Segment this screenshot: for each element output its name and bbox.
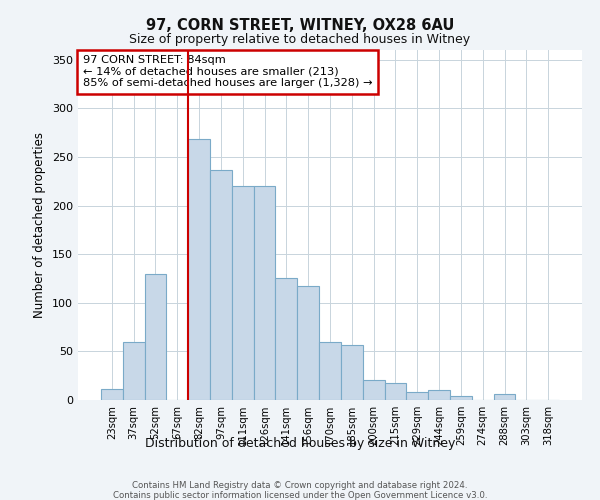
Bar [450,396,472,400]
Text: Contains HM Land Registry data © Crown copyright and database right 2024.: Contains HM Land Registry data © Crown c… [132,481,468,490]
Y-axis label: Number of detached properties: Number of detached properties [34,132,46,318]
Text: 97 CORN STREET: 84sqm
← 14% of detached houses are smaller (213)
85% of semi-det: 97 CORN STREET: 84sqm ← 14% of detached … [83,56,373,88]
Bar [297,286,319,400]
Bar [341,344,363,400]
Bar [406,392,428,400]
Bar [275,278,297,400]
Bar [210,170,232,400]
Bar [254,186,275,400]
Text: Distribution of detached houses by size in Witney: Distribution of detached houses by size … [145,438,455,450]
Bar [428,390,450,400]
Text: 97, CORN STREET, WITNEY, OX28 6AU: 97, CORN STREET, WITNEY, OX28 6AU [146,18,454,32]
Bar [101,390,123,400]
Text: Contains public sector information licensed under the Open Government Licence v3: Contains public sector information licen… [113,491,487,500]
Bar [123,342,145,400]
Bar [363,380,385,400]
Bar [385,382,406,400]
Bar [494,394,515,400]
Text: Size of property relative to detached houses in Witney: Size of property relative to detached ho… [130,32,470,46]
Bar [145,274,166,400]
Bar [188,140,210,400]
Bar [319,342,341,400]
Bar [232,186,254,400]
